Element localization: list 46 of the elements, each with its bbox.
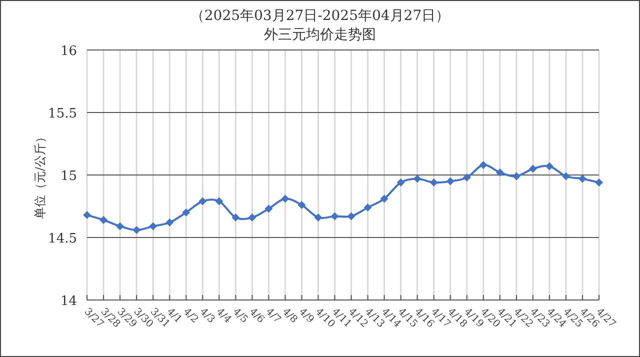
point	[248, 214, 256, 222]
point	[100, 216, 108, 224]
x-tick-label: 4/9	[296, 306, 316, 326]
y-tick-label: 15	[60, 169, 77, 184]
point	[182, 208, 190, 216]
point	[364, 204, 372, 212]
y-tick-label: 16	[60, 44, 77, 59]
x-tick-label: 4/8	[280, 306, 300, 326]
point	[380, 194, 388, 203]
point	[545, 162, 554, 170]
point	[595, 178, 603, 186]
point	[232, 214, 240, 222]
chart-subtitle: 外三元均价走势图	[264, 27, 376, 43]
point	[479, 161, 488, 169]
point	[396, 178, 405, 186]
point	[512, 172, 520, 180]
y-tick-label: 14.5	[48, 232, 77, 246]
chart-title: （2025年03月27日-2025年04月27日）	[190, 8, 450, 24]
x-tick-label: 4/5	[230, 306, 250, 326]
y-tick-label: 15.5	[48, 106, 77, 122]
x-tick-label: 4/4	[214, 306, 234, 326]
point	[578, 174, 586, 183]
point	[198, 197, 207, 206]
point	[83, 211, 91, 219]
point	[314, 214, 322, 222]
point	[116, 222, 124, 230]
point	[528, 164, 537, 173]
point	[446, 177, 454, 186]
point	[462, 174, 471, 182]
point	[166, 218, 174, 226]
point	[413, 174, 422, 183]
x-tick-label: 4/7	[264, 306, 283, 326]
point	[562, 172, 570, 180]
point	[281, 194, 290, 203]
point	[132, 226, 141, 234]
point	[298, 201, 306, 209]
point	[496, 168, 504, 176]
point	[430, 178, 438, 186]
point	[215, 197, 224, 206]
point	[149, 222, 158, 230]
point	[330, 212, 339, 220]
y-axis-title: 单位（元/公斤）	[33, 130, 47, 220]
x-tick-label: 4/6	[247, 306, 266, 326]
point	[347, 212, 356, 220]
y-tick-label: 14	[60, 294, 77, 309]
point	[264, 204, 273, 213]
